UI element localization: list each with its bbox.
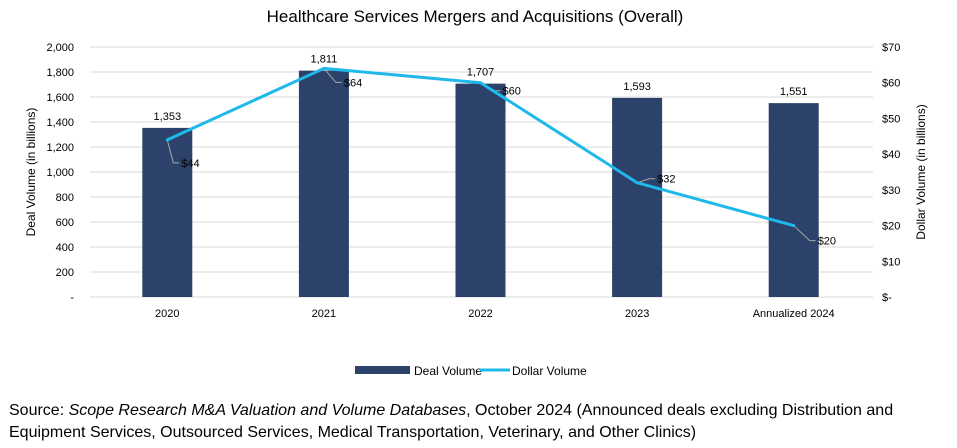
- y-tick-label: 800: [56, 192, 74, 204]
- y-tick-label: 1,600: [46, 92, 74, 104]
- y2-tick-label: $70: [882, 42, 900, 54]
- y-tick-label: 1,200: [46, 142, 74, 154]
- y2-tick-label: $20: [882, 221, 900, 233]
- bar-deal-volume: [612, 97, 663, 297]
- source-note: Source: Scope Research M&A Valuation and…: [9, 400, 954, 444]
- y-tick-label: 400: [56, 242, 74, 254]
- line-data-label: $64: [344, 77, 362, 89]
- leader-line: [166, 139, 180, 164]
- line-data-label: $60: [503, 86, 521, 98]
- y2-axis-label: Dollar Volume (in billions): [914, 104, 928, 239]
- legend-label-dollar-volume: Dollar Volume: [512, 364, 587, 378]
- source-title: Scope Research M&A Valuation and Volume …: [68, 402, 467, 419]
- y2-tick-label: $50: [882, 113, 900, 125]
- legend-label-deal-volume: Deal Volume: [414, 364, 482, 378]
- leader-line: [636, 178, 656, 184]
- line-point-dollar-volume: [792, 224, 796, 228]
- line-point-dollar-volume: [635, 181, 639, 185]
- line-point-dollar-volume: [479, 81, 482, 85]
- leader-line: [323, 68, 342, 83]
- x-tick-label: Annualized 2024: [753, 308, 835, 320]
- x-tick-label: 2022: [468, 308, 492, 320]
- bar-data-label: 1,707: [467, 67, 495, 79]
- line-data-label: $32: [657, 174, 675, 186]
- y-tick-label: 1,400: [46, 117, 74, 129]
- bar-data-label: 1,353: [154, 111, 182, 123]
- line-data-label: $20: [818, 236, 836, 248]
- x-tick-label: 2023: [625, 308, 649, 320]
- source-prefix: Source:: [9, 402, 69, 419]
- y-tick-label: 1,000: [46, 167, 74, 179]
- line-data-label: $44: [181, 158, 199, 170]
- bar-data-label: 1,811: [311, 54, 338, 66]
- source-rest: , October 2024 (Announced deals excludin…: [9, 402, 894, 441]
- y2-tick-label: $40: [882, 149, 900, 161]
- bar-deal-volume: [142, 127, 193, 297]
- bar-deal-volume: [455, 83, 506, 297]
- y2-tick-label: $30: [882, 185, 900, 197]
- leader-line: [793, 225, 816, 242]
- y-tick-label: 2,000: [46, 42, 74, 54]
- y2-tick-label: $10: [882, 256, 900, 268]
- chart: Healthcare Services Mergers and Acquisit…: [24, 7, 928, 378]
- x-tick-label: 2020: [155, 308, 179, 320]
- y2-tick-label: $-: [882, 292, 892, 304]
- y-tick-label: -: [70, 292, 74, 304]
- y-tick-label: 600: [56, 217, 74, 229]
- x-tick-label: 2021: [312, 308, 336, 320]
- y-tick-label: 200: [56, 267, 74, 279]
- legend: Deal Volume Dollar Volume: [355, 364, 587, 378]
- y2-tick-label: $60: [882, 78, 900, 90]
- legend-swatch-deal-volume: [355, 366, 410, 374]
- bar-data-label: 1,593: [623, 81, 651, 93]
- line-point-dollar-volume: [322, 66, 326, 70]
- bar-deal-volume: [298, 70, 349, 297]
- bar-deal-volume: [768, 103, 819, 297]
- chart-title: Healthcare Services Mergers and Acquisit…: [267, 7, 684, 26]
- y-axis-label: Deal Volume (in billions): [24, 108, 38, 237]
- bar-data-label: 1,551: [780, 86, 808, 98]
- line-point-dollar-volume: [165, 138, 169, 142]
- y-tick-label: 1,800: [46, 67, 74, 79]
